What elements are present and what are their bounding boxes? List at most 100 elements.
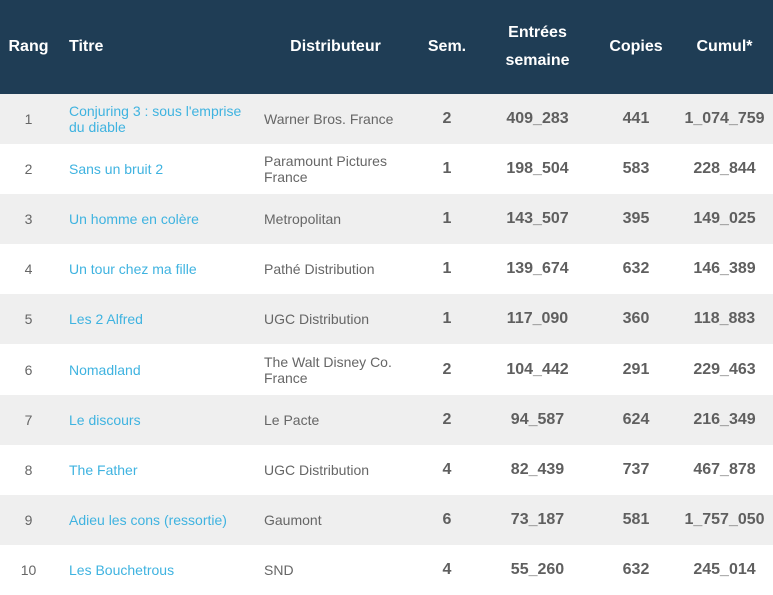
cell-cumul: 118_883 — [693, 310, 756, 328]
cell-entrees: 198_504 — [506, 160, 569, 178]
cell-sem: 4 — [442, 560, 452, 578]
cell-entrees: 409_283 — [506, 110, 569, 128]
cell-titre: Adieu les cons (ressortie) — [57, 495, 256, 545]
cell-sem: 1 — [442, 260, 452, 278]
cell-titre: Les Bouchetrous — [57, 545, 256, 595]
cell-cumul: 216_349 — [693, 410, 756, 428]
cell-rang: 8 — [24, 461, 33, 478]
film-title-link[interactable]: Le discours — [69, 411, 141, 428]
film-title-link[interactable]: Les Bouchetrous — [69, 561, 175, 578]
cell-distributeur: UGC Distribution — [264, 311, 370, 328]
cell-rang: 7 — [24, 411, 33, 428]
cell-distributeur: The Walt Disney Co. France — [264, 353, 392, 386]
cell-copies: 441 — [622, 110, 650, 128]
cell-rang: 10 — [20, 561, 37, 578]
header-row: Rang Titre Distributeur Sem. Entrées sem… — [0, 0, 773, 94]
table-row: 10 Les Bouchetrous SND 4 55_260 632 245_014 — [0, 544, 773, 595]
table-row: 6 Nomadland The Walt Disney Co. France 2 104… — [0, 344, 773, 395]
header-entrees: Entrées semaine — [479, 0, 596, 94]
header-titre: Titre — [69, 38, 104, 55]
cell-sem: 6 — [442, 510, 452, 528]
header-rang: Rang — [8, 38, 49, 55]
cell-entrees: 82_439 — [510, 460, 565, 478]
cell-rang: 6 — [24, 361, 33, 378]
cell-cumul: 228_844 — [693, 160, 756, 178]
cell-copies: 395 — [622, 210, 650, 228]
cell-cumul: 1_074_759 — [684, 110, 765, 128]
film-title-link[interactable]: Les 2 Alfred — [69, 311, 143, 328]
cell-entrees: 73_187 — [510, 510, 565, 528]
cell-sem: 2 — [442, 110, 452, 128]
cell-rang: 9 — [24, 511, 33, 528]
cell-copies: 632 — [622, 260, 650, 278]
table-row: 3 Un homme en colère Metropolitan 1 143_507 3… — [0, 194, 773, 245]
cell-entrees: 94_587 — [510, 410, 565, 428]
film-title-link[interactable]: Sans un bruit 2 — [69, 161, 164, 178]
cell-entrees: 143_507 — [506, 210, 569, 228]
table-row: 9 Adieu les cons (ressortie) Gaumont 6 73_18… — [0, 494, 773, 545]
cell-copies: 581 — [622, 510, 650, 528]
film-title-link[interactable]: Un homme en colère — [69, 211, 199, 228]
cell-sem: 1 — [442, 310, 452, 328]
cell-copies: 624 — [622, 410, 650, 428]
cell-distributeur: Warner Bros. France — [264, 111, 394, 128]
cell-cumul: 149_025 — [693, 210, 756, 228]
cell-distributeur: Gaumont — [264, 511, 322, 528]
cell-rang: 2 — [24, 161, 33, 178]
header-cumul: Cumul* — [696, 38, 753, 55]
header-copies: Copies — [609, 38, 663, 55]
header-entrees-line1: Entrées — [508, 24, 567, 41]
cell-copies: 583 — [622, 160, 650, 178]
cell-cumul: 229_463 — [693, 360, 756, 378]
table-row: 2 Sans un bruit 2 Paramount Pictures Franc… — [0, 144, 773, 195]
film-title-link[interactable]: Un tour chez ma fille — [69, 261, 197, 278]
film-title-link[interactable]: Adieu les cons (ressortie) — [69, 511, 227, 528]
cell-titre: Un tour chez ma fille — [57, 244, 256, 294]
cell-copies: 360 — [622, 310, 650, 328]
cell-entrees: 55_260 — [510, 560, 565, 578]
cell-rang: 1 — [24, 111, 33, 128]
table-header: Rang Titre Distributeur Sem. Entrées sem… — [0, 0, 773, 94]
cell-sem: 1 — [442, 210, 452, 228]
cell-copies: 737 — [622, 460, 650, 478]
cell-copies: 291 — [622, 360, 650, 378]
cell-sem: 2 — [442, 410, 452, 428]
cell-titre: Sans un bruit 2 — [57, 144, 256, 194]
cell-entrees: 139_674 — [506, 260, 569, 278]
cell-titre: Nomadland — [57, 344, 256, 394]
cell-titre: Conjuring 3 : sous l'emprise du diable — [57, 94, 256, 144]
cell-entrees: 117_090 — [506, 310, 569, 328]
film-title-link[interactable]: Conjuring 3 : sous l'emprise du diable — [69, 103, 242, 136]
cell-titre: Un homme en colère — [57, 194, 256, 244]
film-title-link[interactable]: The Father — [69, 461, 138, 478]
cell-cumul: 245_014 — [693, 560, 756, 578]
cell-distributeur: Metropolitan — [264, 211, 342, 228]
cell-entrees: 104_442 — [506, 360, 569, 378]
film-title-link[interactable]: Nomadland — [69, 361, 141, 378]
table-row: 7 Le discours Le Pacte 2 94_587 624 216_349 — [0, 394, 773, 445]
table-body: 1 Conjuring 3 : sous l'emprise du diable W… — [0, 94, 773, 595]
table-row: 5 Les 2 Alfred UGC Distribution 1 117_090 360… — [0, 294, 773, 345]
cell-distributeur: UGC Distribution — [264, 461, 370, 478]
cell-cumul: 1_757_050 — [684, 510, 765, 528]
cell-distributeur: Pathé Distribution — [264, 261, 375, 278]
cell-titre: Les 2 Alfred — [57, 294, 256, 344]
cell-titre: Le discours — [57, 395, 256, 445]
header-distributeur: Distributeur — [290, 38, 381, 55]
cell-distributeur: Le Pacte — [264, 411, 320, 428]
cell-titre: The Father — [57, 445, 256, 495]
cell-sem: 1 — [442, 160, 452, 178]
cell-rang: 3 — [24, 211, 33, 228]
cell-distributeur: SND — [264, 561, 294, 578]
cell-copies: 632 — [622, 560, 650, 578]
table-row: 4 Un tour chez ma fille Pathé Distribution… — [0, 244, 773, 295]
cell-cumul: 467_878 — [693, 460, 756, 478]
header-sem: Sem. — [427, 38, 467, 55]
cell-rang: 5 — [24, 311, 33, 328]
cell-distributeur: Paramount Pictures France — [264, 153, 387, 186]
cell-sem: 2 — [442, 360, 452, 378]
table-row: 1 Conjuring 3 : sous l'emprise du diable W… — [0, 94, 773, 145]
table-row: 8 The Father UGC Distribution 4 82_439 737 467… — [0, 444, 773, 495]
cell-sem: 4 — [442, 460, 452, 478]
